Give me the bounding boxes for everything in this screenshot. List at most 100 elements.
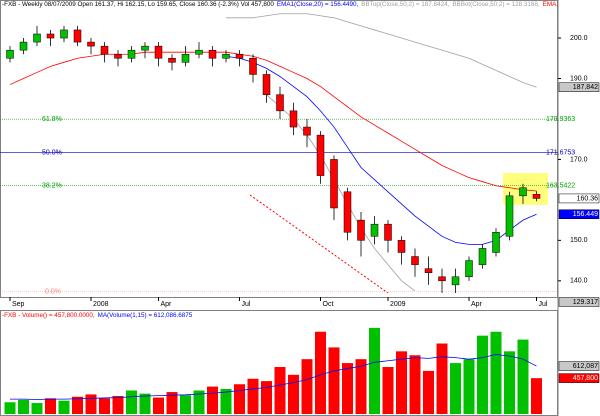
x-tick-label: Apr — [471, 301, 483, 308]
tag-box — [558, 209, 600, 220]
indicator-line — [266, 94, 416, 292]
volume-bar — [409, 355, 421, 414]
x-tick-label: Sep — [12, 301, 25, 308]
volume-bar — [18, 399, 29, 414]
volume-bar — [207, 386, 218, 414]
candle-body — [73, 29, 82, 43]
candle-body — [532, 194, 541, 199]
candle-body — [438, 276, 446, 282]
price-header: -FXB - Weekly 08/07/2009 Open 161.37, Hi… — [2, 0, 558, 9]
candle-body — [222, 53, 230, 59]
header-segment: -FXB - Volume() = 457,800.0000, — [2, 312, 95, 319]
indicator-line — [226, 13, 537, 88]
candle-body — [19, 41, 28, 51]
candle-body — [46, 33, 55, 39]
volume-bar — [112, 395, 124, 414]
x-tick-label: Jul — [539, 301, 548, 308]
volume-bar — [463, 359, 475, 414]
trend-line — [249, 194, 389, 294]
candle-body — [519, 187, 527, 197]
indicator-line — [225, 55, 537, 245]
candle-body — [154, 45, 163, 59]
tag-label: 160.36 — [577, 195, 599, 202]
volume-ma-line — [10, 354, 537, 400]
volume-bar — [220, 388, 232, 414]
volume-bar — [517, 339, 529, 414]
volume-bar — [261, 381, 272, 414]
tag-label: 187.842 — [573, 84, 598, 91]
fib-price: 171.6753 — [546, 149, 575, 156]
candle-body — [330, 159, 338, 209]
fib-label: 50.0% — [42, 149, 62, 156]
candle-body — [262, 74, 271, 95]
candle-body — [60, 29, 68, 39]
volume-bar — [477, 335, 488, 414]
candle-body — [127, 49, 136, 59]
fib-label: 61.8% — [42, 116, 62, 123]
fib-price: 163.5422 — [546, 182, 575, 189]
price-tag: 457,800 — [558, 373, 600, 383]
candle-body — [411, 256, 419, 265]
candle-body — [195, 49, 203, 55]
volume-bar — [234, 384, 245, 414]
volume-bar — [288, 374, 299, 414]
price-tag: 160.36 — [558, 193, 600, 204]
volume-bar — [72, 396, 83, 414]
y-tick-label: 170.0 — [570, 156, 588, 163]
candle-body — [492, 232, 500, 253]
candle-body — [87, 41, 95, 47]
volume-bar — [85, 394, 97, 414]
x-tick-label: 2009 — [390, 301, 406, 308]
y-tick-label: 140.0 — [570, 278, 588, 285]
header-segment: BBTop(Close,50,2) = 187.8424, — [361, 1, 450, 8]
tag-box — [558, 82, 600, 92]
header-segment: EMA1(Close,20) = 156.4490, — [276, 1, 359, 8]
tag-box — [558, 373, 600, 383]
volume-bar — [396, 351, 407, 414]
tag-label: 457,800 — [573, 375, 598, 382]
volume-bar — [274, 367, 286, 414]
volume-bar — [193, 390, 205, 414]
candle-body — [357, 219, 365, 241]
y-tick-label: 200.0 — [570, 35, 588, 42]
price-tag: 129.317 — [558, 297, 600, 307]
volume-bar — [382, 367, 394, 414]
candle-body — [316, 134, 325, 176]
volume-bar — [31, 403, 43, 414]
volume-bar — [423, 370, 434, 414]
tag-label: 612,087 — [573, 363, 598, 370]
x-tick-label: 2008 — [93, 301, 109, 308]
candle-body — [100, 45, 109, 55]
candle-body — [478, 248, 487, 265]
volume-bar — [166, 392, 178, 414]
tag-box — [558, 297, 600, 307]
volume-bar — [531, 378, 542, 414]
volume-bar — [504, 351, 515, 414]
candle-body — [33, 33, 41, 43]
candle-body — [397, 240, 406, 253]
volume-bar — [4, 402, 16, 414]
candle-body — [276, 94, 284, 112]
candle-body — [370, 223, 379, 237]
volume-bar — [247, 378, 259, 414]
price-tag: 187.842 — [558, 82, 600, 92]
candle-body — [424, 268, 433, 273]
volume-bar — [139, 393, 151, 414]
volume-bar — [301, 359, 313, 414]
y-tick-label: 150.0 — [570, 237, 588, 244]
header-segment: EMA1(Close,50) — [542, 1, 558, 8]
candle-body — [249, 58, 257, 75]
volume-bar — [58, 400, 70, 414]
fib-label: 38.2% — [42, 182, 62, 189]
volume-bar — [328, 347, 340, 414]
candle-body — [465, 260, 473, 278]
candle-body — [235, 53, 244, 59]
candle-body — [114, 53, 122, 59]
candle-body — [289, 110, 298, 128]
price-tag: 156.449 — [558, 209, 600, 220]
volume-bar — [180, 395, 191, 414]
candle-body — [208, 49, 217, 59]
volume-bar — [342, 363, 353, 414]
